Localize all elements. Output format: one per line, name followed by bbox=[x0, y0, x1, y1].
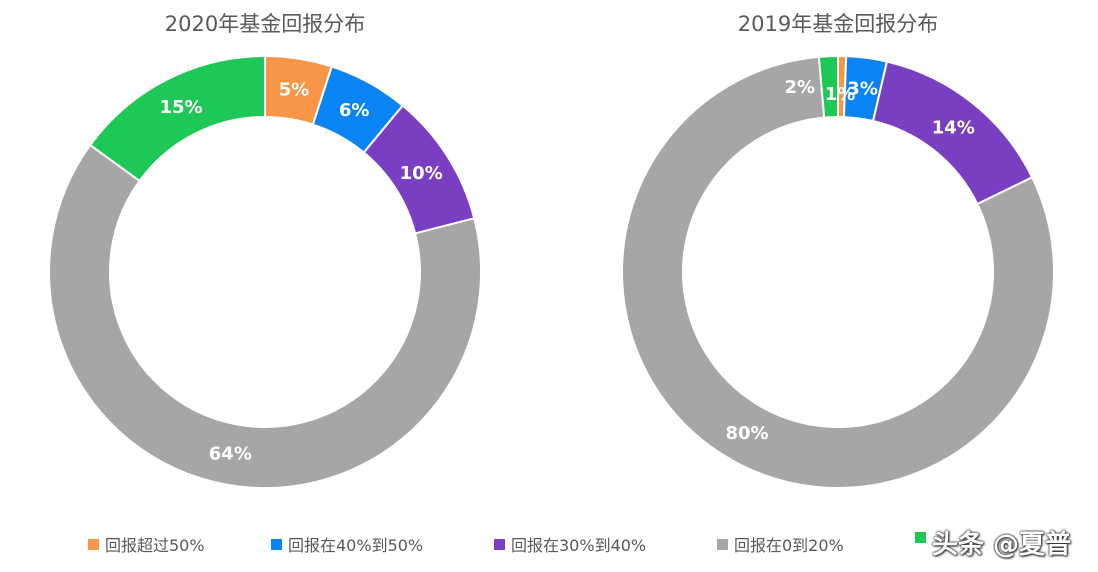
legend-label: 回报超过50% bbox=[105, 536, 205, 555]
slice-label: 64% bbox=[209, 444, 252, 465]
slice-label: 15% bbox=[159, 97, 202, 118]
legend-label: 回报在30%到40% bbox=[511, 536, 647, 555]
donut-slice bbox=[817, 54, 839, 119]
slice-label: 3% bbox=[847, 79, 878, 100]
donut-slice bbox=[621, 55, 1055, 489]
legend-swatch-gray bbox=[717, 538, 728, 550]
legend-swatch-green bbox=[915, 532, 926, 543]
chart-title-2020: 2020年基金回报分布 bbox=[164, 12, 366, 36]
slice-label: 1% bbox=[825, 84, 856, 105]
legend-item-30-40: 回报在30%到40% bbox=[494, 532, 646, 556]
slice-label: 10% bbox=[400, 163, 443, 184]
chart-title-2019: 2019年基金回报分布 bbox=[737, 12, 939, 36]
legend-swatch-purple bbox=[494, 538, 505, 550]
legend-item-green bbox=[915, 532, 932, 543]
legend-swatch-blue bbox=[271, 538, 282, 550]
watermark: 头条 @夏普 bbox=[932, 530, 1072, 560]
donut-slice bbox=[48, 143, 482, 489]
slice-label: 6% bbox=[339, 100, 370, 121]
legend-swatch-orange bbox=[88, 538, 99, 550]
legend-item-over-50: 回报超过50% bbox=[88, 532, 205, 556]
legend-item-0-20: 回报在0到20% bbox=[717, 532, 844, 556]
legend: 回报超过50% 回报在40%到50% 回报在30%到40% 回报在0到20% bbox=[0, 532, 1098, 562]
slice-label: 5% bbox=[279, 79, 310, 100]
legend-label: 回报在40%到50% bbox=[288, 536, 424, 555]
slice-label: 14% bbox=[932, 117, 975, 138]
legend-item-40-50: 回报在40%到50% bbox=[271, 532, 423, 556]
donut-slice bbox=[88, 54, 266, 183]
legend-label: 回报在0到20% bbox=[734, 536, 844, 555]
slice-label: 80% bbox=[725, 423, 768, 444]
slice-label: 2% bbox=[785, 77, 816, 98]
